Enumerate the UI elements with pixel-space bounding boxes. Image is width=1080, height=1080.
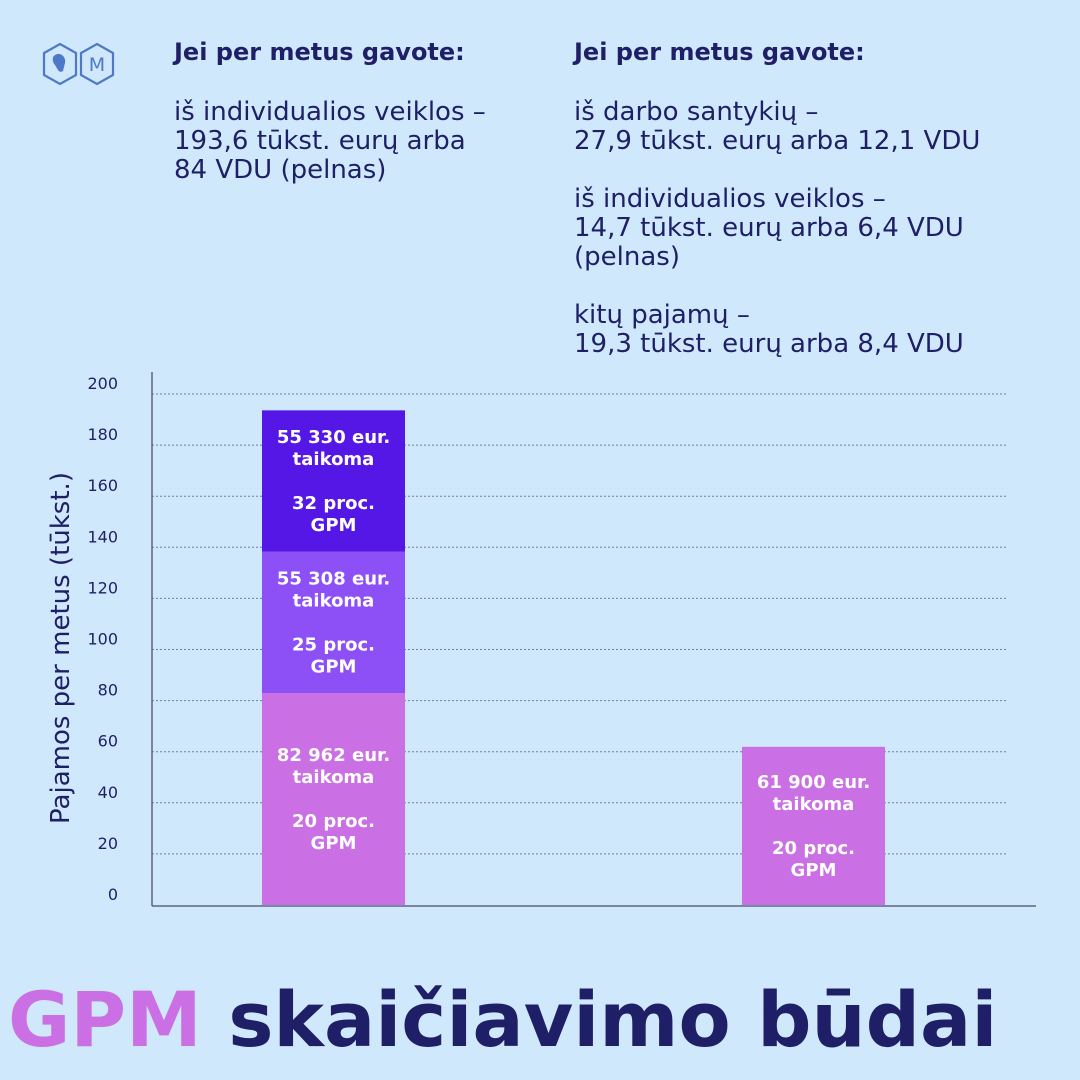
data-label: 55 330 eur. taikoma 32 proc. GPM [277, 427, 390, 536]
data-label: 61 900 eur. taikoma 20 proc. GPM [757, 772, 870, 881]
bar-chart: 0 20 40 60 80 100 120 140 160 180 200 82 962 eur. ta… [87, 372, 1036, 907]
y-tick-label: 20 [98, 834, 118, 853]
bar-segment [742, 746, 885, 905]
y-tick-label: 200 [87, 374, 118, 393]
y-tick-label: 120 [87, 578, 118, 597]
y-axis-label: Pajamos per metus (tūkst.) [46, 472, 76, 824]
coat-of-arms-icon [42, 42, 78, 86]
y-tick-label: 80 [98, 681, 118, 700]
y-tick-label: 160 [87, 476, 118, 495]
y-tick-label: 60 [98, 732, 118, 751]
data-label: 55 308 eur. taikoma 25 proc. GPM [277, 569, 390, 678]
y-tick-label: 0 [108, 885, 118, 904]
y-tick-label: 100 [87, 630, 118, 649]
info-left-heading: Jei per metus gavote: [174, 38, 465, 66]
info-right-line: iš darbo santykių – 27,9 tūkst. eurų arb… [574, 97, 981, 156]
data-label: 82 962 eur. taikoma 20 proc. GPM [277, 745, 390, 854]
ministry-m-icon [79, 42, 115, 86]
logo: M [42, 42, 116, 86]
info-right-line: iš individualios veiklos – 14,7 tūkst. e… [574, 184, 964, 272]
info-right-line: kitų pajamų – 19,3 tūkst. eurų arba 8,4 … [574, 300, 964, 359]
page-title: GPM skaičiavimo būdai [8, 975, 997, 1065]
info-right-heading: Jei per metus gavote: [574, 38, 865, 66]
y-tick-label: 180 [87, 425, 118, 444]
info-left-line: iš individualios veiklos – 193,6 tūkst. … [174, 97, 486, 185]
logo-graphic: M [42, 42, 115, 86]
bar-segment [262, 410, 405, 552]
title-main: skaičiavimo būdai [228, 975, 998, 1064]
info-right: Jei per metus gavote: iš darbo santykių … [574, 38, 1034, 388]
svg-text:M: M [89, 54, 105, 76]
title-accent: GPM [8, 975, 202, 1064]
y-tick-label: 40 [98, 783, 118, 802]
bar-segment [262, 551, 405, 694]
info-left: Jei per metus gavote: iš individualios v… [174, 38, 544, 214]
y-tick-label: 140 [87, 527, 118, 546]
bar-segment [262, 693, 405, 905]
